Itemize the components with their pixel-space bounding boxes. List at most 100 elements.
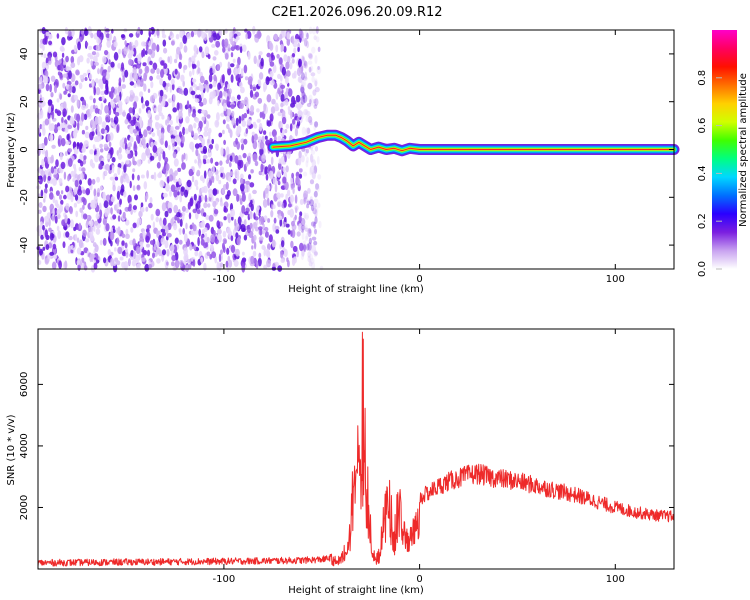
noise-speckle	[313, 124, 317, 131]
noise-speckle	[117, 166, 121, 176]
noise-speckle	[171, 255, 177, 262]
noise-speckle	[149, 60, 153, 66]
noise-speckle	[132, 185, 136, 192]
noise-speckle	[194, 179, 199, 187]
noise-speckle	[215, 40, 221, 48]
noise-speckle	[207, 131, 211, 137]
noise-speckle	[284, 99, 289, 106]
noise-speckle	[296, 116, 300, 123]
noise-speckle	[88, 45, 92, 51]
noise-speckle	[160, 228, 166, 233]
noise-speckle	[186, 32, 192, 39]
noise-speckle	[176, 102, 180, 111]
noise-speckle	[124, 98, 129, 103]
noise-speckle	[125, 233, 130, 239]
noise-speckle	[287, 229, 291, 235]
noise-speckle	[286, 189, 291, 197]
noise-speckle	[203, 202, 208, 209]
noise-speckle	[235, 36, 240, 41]
noise-speckle	[42, 101, 46, 107]
noise-speckle	[67, 93, 71, 98]
noise-speckle	[244, 76, 249, 81]
noise-speckle	[67, 148, 73, 153]
noise-speckle	[96, 124, 100, 133]
noise-speckle	[105, 194, 111, 201]
noise-speckle	[82, 189, 86, 194]
noise-speckle	[268, 170, 274, 179]
noise-speckle	[150, 68, 156, 74]
noise-speckle	[280, 258, 285, 263]
noise-speckle	[100, 90, 105, 96]
noise-speckle	[285, 193, 288, 201]
noise-speckle	[277, 201, 281, 207]
noise-speckle	[292, 118, 296, 125]
noise-speckle	[188, 70, 192, 77]
noise-speckle	[181, 205, 186, 212]
noise-speckle	[198, 228, 201, 237]
noise-speckle	[281, 30, 287, 38]
noise-speckle	[53, 124, 59, 134]
noise-speckle	[214, 161, 219, 166]
noise-speckle	[264, 231, 269, 238]
noise-speckle	[314, 146, 319, 152]
noise-speckle	[283, 46, 287, 53]
noise-speckle	[290, 110, 293, 120]
noise-speckle	[201, 195, 204, 201]
noise-speckle	[58, 178, 63, 184]
noise-speckle	[57, 126, 61, 131]
noise-speckle	[153, 171, 157, 181]
noise-speckle	[121, 240, 125, 246]
noise-speckle	[37, 175, 43, 180]
noise-speckle	[253, 221, 257, 229]
noise-speckle	[41, 27, 46, 35]
noise-speckle	[67, 124, 73, 130]
noise-speckle	[227, 61, 231, 70]
noise-speckle	[188, 124, 193, 133]
noise-speckle	[220, 172, 223, 178]
noise-speckle	[59, 62, 64, 72]
noise-speckle	[74, 194, 79, 201]
snr-frame	[37, 328, 675, 570]
noise-speckle	[302, 240, 307, 247]
noise-speckle	[227, 217, 231, 224]
noise-speckle	[218, 132, 223, 138]
noise-speckle	[66, 66, 72, 71]
noise-speckle	[309, 98, 313, 106]
noise-speckle	[117, 226, 121, 236]
noise-speckle	[167, 73, 172, 81]
noise-speckle	[189, 141, 195, 150]
noise-speckle	[220, 249, 223, 255]
noise-speckle	[79, 207, 83, 213]
noise-speckle	[79, 153, 84, 161]
noise-speckle	[37, 83, 43, 90]
noise-speckle	[193, 29, 198, 35]
noise-speckle	[233, 259, 239, 267]
noise-speckle	[190, 30, 195, 38]
noise-speckle	[207, 181, 211, 189]
noise-speckle	[263, 86, 266, 93]
noise-speckle	[236, 236, 241, 246]
noise-speckle	[41, 123, 45, 131]
y-tick-label: 2000	[19, 495, 30, 520]
noise-speckle	[108, 59, 111, 65]
noise-speckle	[218, 253, 222, 263]
noise-speckle	[250, 169, 254, 174]
noise-speckle	[44, 215, 49, 223]
noise-speckle	[109, 231, 115, 241]
noise-speckle	[124, 40, 127, 46]
noise-speckle	[242, 251, 245, 256]
noise-speckle	[214, 256, 218, 264]
noise-speckle	[119, 106, 123, 116]
noise-speckle	[277, 73, 281, 79]
spectrogram-panel: -100 0 100 -40 -20 0 20 40 Height of straight l…	[6, 25, 680, 295]
noise-speckle	[226, 95, 230, 105]
noise-speckle	[59, 73, 63, 79]
noise-speckle	[174, 237, 179, 245]
noise-speckle	[314, 251, 318, 256]
noise-speckle	[77, 41, 81, 51]
noise-speckle	[276, 170, 281, 178]
noise-speckle	[136, 184, 141, 191]
noise-speckle	[136, 113, 139, 119]
noise-speckle	[142, 143, 147, 149]
noise-speckle	[307, 115, 313, 124]
